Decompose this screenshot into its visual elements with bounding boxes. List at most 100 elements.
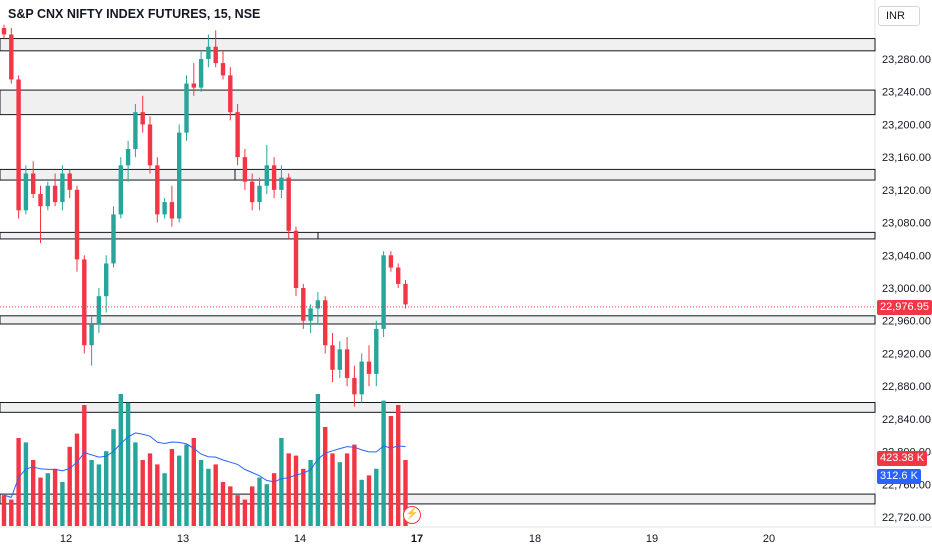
candle-body: [155, 165, 160, 215]
zone-box: [0, 168, 876, 181]
volume-bar: [104, 451, 109, 526]
candle-body: [301, 288, 306, 321]
y-axis-tick-label: 22,840.00: [882, 414, 931, 426]
volume-bar: [271, 473, 277, 526]
volume-bar: [23, 442, 29, 526]
candle-body: [344, 349, 350, 378]
candle-body: [133, 112, 138, 149]
candle-body: [169, 202, 175, 219]
candle-body: [23, 173, 29, 211]
candle-body: [264, 165, 269, 186]
zone-box: [0, 493, 876, 505]
volume-bar: [330, 453, 335, 526]
volume-bar: [323, 427, 328, 526]
volume-bar: [184, 444, 189, 526]
candle-body: [67, 173, 72, 190]
volume-bar: [220, 482, 226, 526]
volume-bar: [228, 486, 233, 526]
volume-bar: [140, 460, 145, 526]
volume-bar: [374, 468, 379, 526]
y-axis-tick-label: 23,200.00: [882, 119, 931, 131]
zone-box: [0, 38, 876, 52]
candle-body: [366, 361, 372, 374]
candle-body: [381, 255, 386, 329]
volume-bar: [279, 438, 284, 526]
candle-body: [352, 377, 357, 395]
volume-bar: [118, 394, 123, 526]
candle-body: [184, 83, 189, 133]
y-axis-tick-label: 23,280.00: [882, 54, 931, 66]
volume-tag: 423.38 K: [877, 451, 928, 466]
volume-bar: [177, 455, 182, 526]
volume-bar: [337, 462, 342, 526]
volume-bar: [381, 400, 386, 526]
y-axis-tick-label: 23,120.00: [882, 185, 931, 197]
volume-bar: [169, 449, 175, 526]
candle-body: [1, 27, 7, 35]
candle-body: [198, 59, 204, 88]
volume-bar: [147, 453, 153, 526]
volume-bar: [293, 455, 299, 526]
lightning-icon[interactable]: ⚡: [403, 506, 421, 524]
zone-box: [0, 89, 876, 116]
candle-body: [177, 132, 182, 219]
volume-bar: [403, 460, 408, 526]
candle-body: [337, 349, 342, 370]
volume-bar: [264, 484, 269, 526]
last-price-tag: 22,976.95: [877, 300, 932, 315]
candle-body: [45, 185, 50, 207]
candle-body: [52, 185, 58, 203]
y-axis-tick-label: 22,880.00: [882, 381, 931, 393]
volume-bar: [366, 475, 372, 526]
currency-selector[interactable]: INR: [878, 6, 920, 26]
volume-bar: [206, 468, 211, 526]
volume-bar: [74, 433, 80, 526]
candle-body: [118, 165, 123, 215]
volume-bar: [352, 444, 357, 526]
volume-bar: [308, 460, 313, 526]
candle-body: [9, 34, 14, 80]
candle-body: [388, 255, 394, 268]
volume-bar: [286, 453, 291, 526]
volume-bar: [1, 495, 7, 526]
volume-bar: [96, 464, 102, 526]
candle-body: [271, 165, 277, 190]
x-axis-tick-label: 14: [294, 533, 306, 545]
volume-bar: [359, 479, 364, 526]
volume-bar: [31, 460, 36, 526]
candle-body: [74, 189, 80, 260]
volume-bar: [9, 499, 14, 526]
candle-body: [250, 181, 255, 203]
candle-body: [96, 296, 102, 325]
candle-body: [206, 46, 211, 59]
candle-body: [147, 124, 153, 166]
y-axis-tick-label: 22,720.00: [882, 512, 931, 524]
volume-bar: [133, 442, 138, 526]
volume-bar: [111, 429, 116, 526]
volume-bar: [213, 464, 218, 526]
candle-body: [242, 157, 248, 182]
volume-bar: [125, 402, 131, 526]
candle-body: [82, 259, 87, 346]
volume-bar: [89, 460, 94, 526]
volume-bar: [257, 477, 262, 526]
candle-body: [162, 202, 167, 215]
volume-bar: [52, 468, 58, 526]
candle-body: [220, 63, 226, 76]
candle-body: [140, 112, 145, 125]
candle-body: [89, 324, 94, 346]
y-axis-tick-label: 22,960.00: [882, 316, 931, 328]
candle-body: [286, 177, 291, 231]
x-axis-tick-label: 18: [529, 533, 541, 545]
x-axis-tick-label: 17: [411, 533, 423, 545]
zone-box: [0, 231, 876, 240]
volume-bar: [155, 464, 160, 526]
chart-title: S&P CNX NIFTY INDEX FUTURES, 15, NSE: [6, 7, 263, 21]
y-axis-tick-label: 23,040.00: [882, 250, 931, 262]
candle-body: [279, 177, 284, 190]
volume-bar: [250, 486, 255, 526]
candle-body: [16, 79, 21, 211]
y-axis-tick-label: 23,160.00: [882, 152, 931, 164]
